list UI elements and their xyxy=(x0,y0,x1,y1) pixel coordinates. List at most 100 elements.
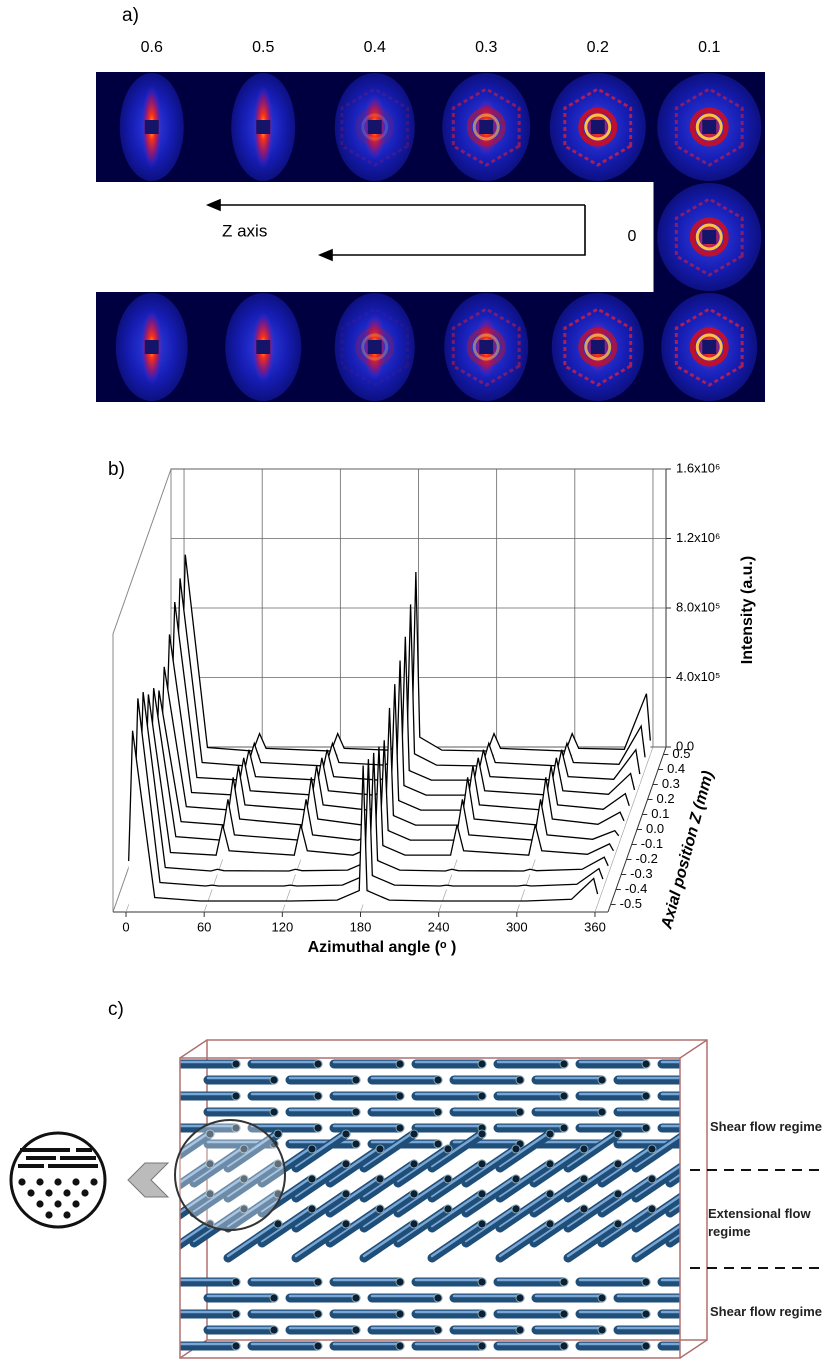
rod-end xyxy=(477,1309,487,1319)
rod-end xyxy=(477,1129,487,1139)
rod xyxy=(180,1091,241,1101)
rod-body xyxy=(180,1159,215,1190)
rod-end xyxy=(239,1174,249,1184)
z-tick-label: -0.5 xyxy=(620,896,642,911)
rod xyxy=(329,1309,405,1319)
rod-end xyxy=(409,1189,419,1199)
rod xyxy=(597,1204,657,1248)
rod-highlight xyxy=(430,1130,484,1168)
arrow-label: Z axis xyxy=(222,221,267,240)
rod-end xyxy=(351,1325,361,1335)
rod-highlight xyxy=(464,1175,518,1213)
column-label: 0.4 xyxy=(364,39,386,56)
z-tick-label: -0.4 xyxy=(625,881,647,896)
rod-highlight xyxy=(566,1130,620,1168)
rod xyxy=(180,1059,241,1069)
rod-end xyxy=(597,1325,607,1335)
curve-fill xyxy=(155,690,624,830)
rod-end xyxy=(724,1342,732,1350)
x-tick-label: 120 xyxy=(271,919,293,934)
rod xyxy=(631,1192,680,1233)
rod-end xyxy=(239,1204,249,1214)
rod-end xyxy=(515,1325,525,1335)
tile-ring-outer xyxy=(355,107,395,147)
curve xyxy=(128,730,599,902)
curve xyxy=(149,688,620,841)
rod-body xyxy=(631,1162,680,1203)
rod xyxy=(291,1189,351,1233)
diffraction-tile xyxy=(653,72,765,182)
rod xyxy=(411,1277,487,1287)
rod-end xyxy=(679,1110,680,1114)
magnified-view xyxy=(9,1131,107,1229)
rod-end xyxy=(597,1107,607,1117)
rod-end xyxy=(341,1129,351,1139)
rod xyxy=(411,1059,487,1069)
rod xyxy=(203,1325,279,1335)
rod xyxy=(495,1219,555,1263)
rod-body xyxy=(631,1132,680,1173)
rod-body xyxy=(291,1219,351,1263)
rod xyxy=(291,1159,351,1203)
rod xyxy=(449,1325,525,1335)
x-tick-label: 60 xyxy=(197,919,211,934)
rod-end xyxy=(351,1139,361,1149)
rod-highlight xyxy=(498,1220,552,1258)
diffraction-images xyxy=(96,72,765,402)
rod-end xyxy=(443,1204,453,1214)
rod xyxy=(449,1107,525,1117)
z-tick-label: -0.3 xyxy=(630,866,652,881)
tile-ring-outer xyxy=(689,107,729,147)
rod-body xyxy=(393,1144,453,1188)
tile-hex xyxy=(451,307,521,387)
rod-highlight xyxy=(704,1162,754,1196)
mag-dot xyxy=(36,1178,44,1186)
rod-body xyxy=(427,1129,487,1173)
diffraction-tile xyxy=(207,292,319,402)
rod-highlight xyxy=(294,1160,348,1198)
rod-end xyxy=(433,1293,443,1303)
tile-ring-outer xyxy=(355,327,395,367)
rod-highlight xyxy=(226,1190,280,1228)
rod-end xyxy=(395,1091,405,1101)
rod-highlight xyxy=(498,1130,552,1168)
rod xyxy=(325,1204,385,1248)
rod-highlight xyxy=(260,1175,314,1213)
rod xyxy=(189,1174,249,1218)
rod xyxy=(291,1219,351,1263)
rod xyxy=(597,1174,657,1218)
rod-end xyxy=(515,1293,525,1303)
rod-highlight xyxy=(600,1175,654,1213)
column-label: 0.1 xyxy=(698,39,720,56)
rod-end xyxy=(579,1204,589,1214)
rod-end xyxy=(231,1277,241,1287)
rod-end xyxy=(750,1160,758,1168)
z-tick-label: 0.4 xyxy=(667,761,685,776)
rod-end xyxy=(511,1174,521,1184)
rod xyxy=(704,1160,758,1198)
rod-body xyxy=(665,1170,680,1188)
curve xyxy=(175,578,646,767)
rod-end xyxy=(409,1159,419,1169)
tile-hex xyxy=(674,87,744,167)
rod-highlight xyxy=(668,1232,680,1243)
rod xyxy=(411,1309,487,1319)
rod xyxy=(613,1107,680,1117)
rod-end xyxy=(679,1328,680,1332)
rod xyxy=(359,1159,419,1203)
rod-end xyxy=(679,1296,680,1300)
rod xyxy=(180,1309,241,1319)
rod-end xyxy=(724,1278,732,1286)
chevron-arrow xyxy=(127,1162,170,1198)
rod-end xyxy=(231,1341,241,1351)
rod-end xyxy=(597,1075,607,1085)
rod-end xyxy=(477,1059,487,1069)
rod xyxy=(631,1162,680,1203)
rod-highlight xyxy=(566,1190,620,1228)
tile-ring xyxy=(472,113,500,141)
tile-ring-outer xyxy=(689,327,729,367)
rod-end xyxy=(641,1309,651,1319)
rod-body xyxy=(291,1129,351,1173)
rod-highlight xyxy=(566,1160,620,1198)
tile-ring xyxy=(695,223,723,251)
